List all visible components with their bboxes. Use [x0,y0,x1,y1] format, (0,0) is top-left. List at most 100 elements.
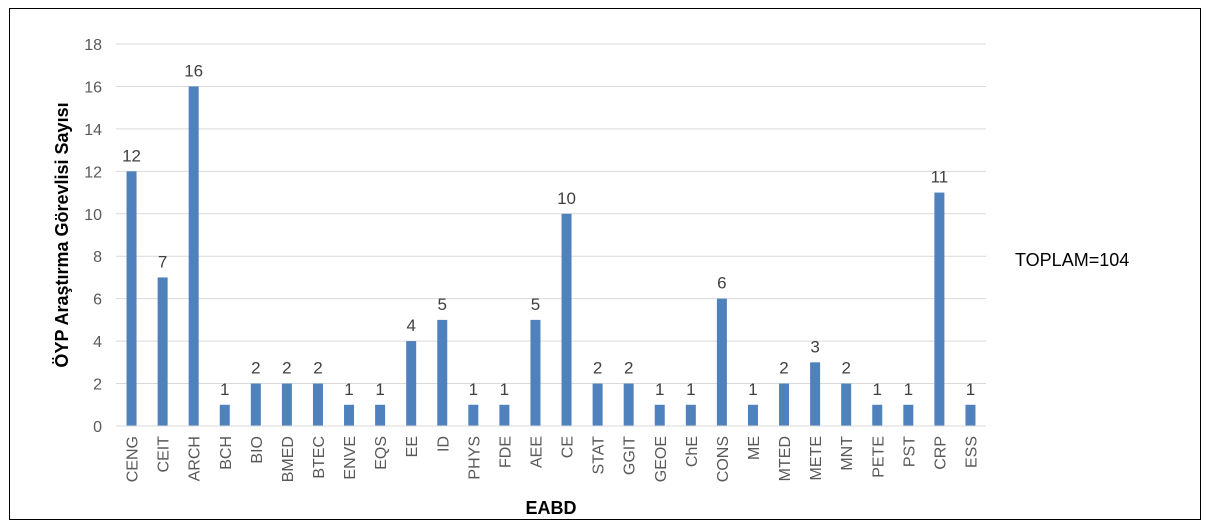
data-label: 1 [904,380,913,399]
data-label: 2 [282,359,291,378]
bar-pst [903,404,914,426]
x-tick-label: ME [746,436,763,460]
bar-ggit [623,383,634,426]
data-label: 4 [406,316,415,335]
bar-ceit [157,277,168,426]
y-tick-label: 12 [84,164,102,181]
data-label: 10 [557,189,576,208]
x-tick-label: AEE [528,436,545,468]
data-label: 3 [810,337,819,356]
data-label: 1 [469,380,478,399]
x-tick-label: ID [435,436,452,452]
x-tick-label: BIO [249,436,266,464]
x-tick-label: CENG [125,436,142,482]
data-label: 11 [931,168,949,187]
x-tick-label: ARCH [187,436,204,481]
x-tick-label: ENVE [342,436,359,480]
bar-geoe [654,404,665,426]
data-label: 2 [251,359,260,378]
x-tick-label: MNT [839,436,856,471]
y-tick-label: 6 [93,292,102,309]
y-axis-ticks: 0 2 4 6 8 10 12 14 16 18 [84,37,102,436]
bar-btec [312,383,323,426]
x-tick-label: BMED [280,436,297,482]
bar-aee [530,319,541,426]
data-label: 1 [655,380,664,399]
data-label: 1 [966,380,975,399]
bar-ee [406,341,417,426]
x-tick-label: FDE [497,436,514,468]
data-label: 1 [500,380,509,399]
bar-id [437,319,448,426]
y-tick-label: 0 [93,419,102,436]
data-label: 5 [438,295,447,314]
x-tick-label: MTED [777,436,794,481]
data-label: 1 [748,380,757,399]
x-tick-label: GGIT [622,436,639,475]
y-tick-label: 4 [93,334,102,351]
bar-mnt [841,383,852,426]
bar-bch [219,404,230,426]
x-tick-label: PHYS [466,436,483,480]
bar-ess [965,404,976,426]
bar-eqs [375,404,386,426]
data-label: 1 [220,380,229,399]
x-axis-ticks: CENG CEIT ARCH BCH BIO BMED BTEC ENVE EQS EE ID PHY… [125,436,981,482]
bar-ce [561,213,572,426]
y-tick-label: 14 [84,122,102,139]
bar-crp [934,192,945,426]
bar-arch [188,86,199,426]
data-label: 2 [779,359,788,378]
data-label: 2 [841,359,850,378]
bar-stat [592,383,603,426]
y-tick-label: 10 [84,207,102,224]
x-tick-label: EE [404,436,421,457]
x-tick-label: ESS [963,436,980,468]
gridlines [116,43,986,385]
x-tick-label: GEOE [653,436,670,482]
x-tick-label: CONS [715,436,732,482]
y-tick-label: 2 [93,377,102,394]
x-tick-label: PST [901,436,918,467]
data-label: 1 [344,380,353,399]
bar-bmed [281,383,292,426]
bar-che [685,404,696,426]
data-label: 1 [375,380,384,399]
total-annotation: TOPLAM=104 [1015,250,1129,270]
bar-pete [872,404,883,426]
bar-cons [716,298,727,426]
x-tick-label: BTEC [311,436,328,479]
bars [126,86,976,426]
x-tick-label: EQS [373,436,390,470]
y-tick-label: 16 [84,79,102,96]
bar-mted [779,383,790,426]
x-tick-label: METE [808,436,825,480]
x-tick-label: CRP [932,436,949,470]
data-label: 5 [531,295,540,314]
data-label: 16 [184,61,203,80]
x-tick-label: ChE [684,436,701,467]
x-tick-label: CEIT [156,436,173,473]
data-label: 7 [158,252,167,271]
x-tick-label: STAT [591,436,608,475]
data-label: 2 [593,359,602,378]
chart-frame: 0 2 4 6 8 10 12 14 16 18 12 7 16 1 2 2 2 1 1 4 5 1 1 5 10 2 2 1 1 6 1… [9,8,1201,520]
bar-enve [344,404,355,426]
x-tick-label: CE [560,436,577,458]
x-axis-title: EABD [525,498,576,518]
bar-bio [250,383,261,426]
y-axis-title: ÖYP Araştırma Görevlisi Sayısı [52,102,72,367]
y-tick-label: 8 [93,249,102,266]
data-label: 6 [717,274,726,293]
x-tick-label: PETE [870,436,887,478]
bar-fde [499,404,510,426]
data-label: 1 [873,380,882,399]
y-tick-label: 18 [84,37,102,54]
data-label: 12 [122,146,141,165]
x-tick-label: BCH [218,436,235,470]
bar-mete [810,362,821,426]
bar-me [747,404,758,426]
data-label: 2 [313,359,322,378]
